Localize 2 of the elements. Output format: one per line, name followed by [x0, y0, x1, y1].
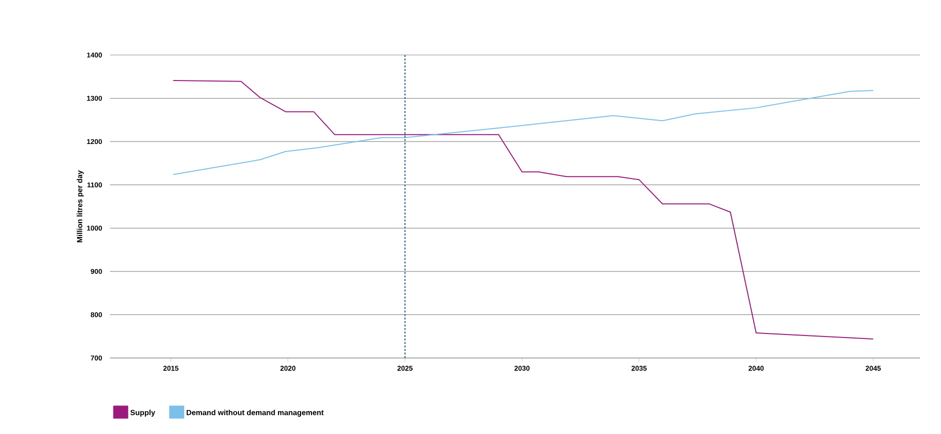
line-series [172, 80, 874, 340]
line-series [172, 90, 874, 175]
